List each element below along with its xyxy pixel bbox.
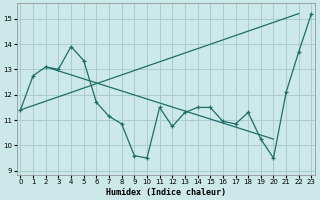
X-axis label: Humidex (Indice chaleur): Humidex (Indice chaleur) (106, 188, 226, 197)
